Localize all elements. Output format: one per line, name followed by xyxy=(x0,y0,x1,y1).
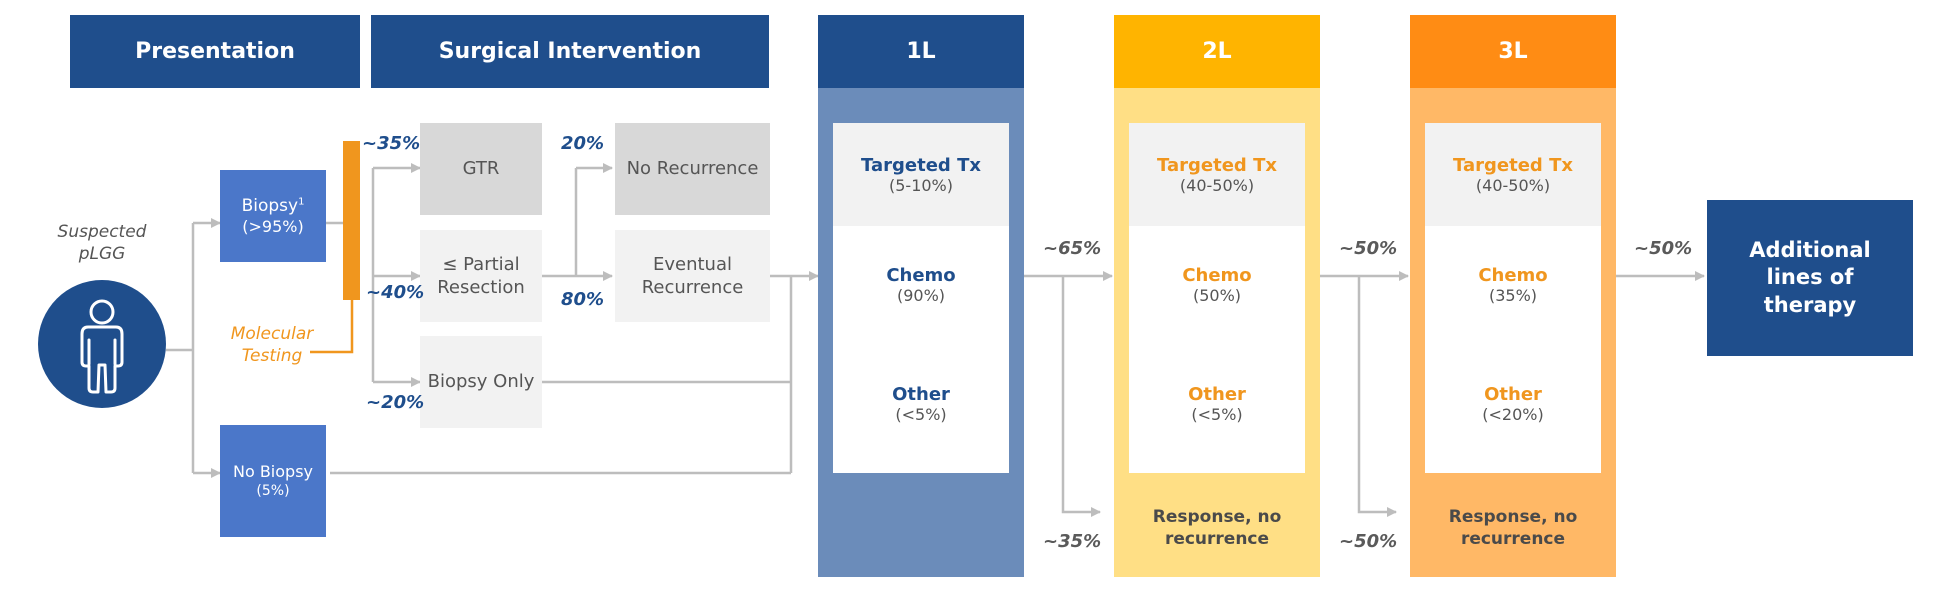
chemo-label: Chemo xyxy=(886,265,956,286)
pct-no-recurrence: 20% xyxy=(561,133,605,154)
pct-eventual-recurrence: 80% xyxy=(561,289,605,310)
other-cell: Other (<5%) xyxy=(1129,344,1305,464)
header-surgical-intervention: Surgical Intervention xyxy=(371,15,769,88)
chemo-pct: (90%) xyxy=(896,286,946,305)
no-biopsy-label: No Biopsy xyxy=(232,461,313,481)
molecular-testing-bar xyxy=(343,141,360,300)
targeted-tx-pct: (40-50%) xyxy=(1179,175,1255,195)
response-no-recurrence-2l: Response, no recurrence xyxy=(1152,506,1282,549)
other-label: Other xyxy=(892,384,950,405)
person-icon xyxy=(80,299,124,394)
therapy-card-3l: Targeted Tx (40-50%) Chemo (35%) Other (… xyxy=(1425,123,1601,473)
biopsy-label: Biopsy xyxy=(241,195,299,216)
other-label: Other xyxy=(1188,384,1246,405)
therapy-card-1l: Targeted Tx (5-10%) Chemo (90%) Other (<… xyxy=(833,123,1009,473)
suspected-plgg-label: Suspected pLGG xyxy=(57,221,147,264)
pct-partial-resection: ~40% xyxy=(366,282,425,303)
targeted-tx-cell: Targeted Tx (5-10%) xyxy=(833,123,1009,226)
targeted-tx-cell: Targeted Tx (40-50%) xyxy=(1129,123,1305,226)
header-1l: 1L xyxy=(818,15,1024,88)
eventual-recurrence-box: Eventual Recurrence xyxy=(615,230,770,322)
targeted-tx-label: Targeted Tx xyxy=(1453,154,1573,176)
other-pct: (<20%) xyxy=(1482,405,1544,424)
biopsy-pct: (>95%) xyxy=(242,216,304,236)
therapy-card-2l: Targeted Tx (40-50%) Chemo (50%) Other (… xyxy=(1129,123,1305,473)
pct-3l-to-additional: ~50% xyxy=(1634,238,1693,259)
chemo-cell: Chemo (90%) xyxy=(833,226,1009,344)
pct-gtr: ~35% xyxy=(362,133,421,154)
targeted-tx-pct: (40-50%) xyxy=(1475,175,1551,195)
partial-resection-box: ≤ Partial Resection xyxy=(420,230,542,322)
no-biopsy-box: No Biopsy (5%) xyxy=(220,425,326,537)
other-label: Other xyxy=(1484,384,1542,405)
header-presentation: Presentation xyxy=(70,15,360,88)
pct-1l-to-2l: ~65% xyxy=(1043,238,1102,259)
patient-circle xyxy=(38,280,166,408)
biopsy-footnote: 1 xyxy=(298,195,305,207)
pct-2l-to-3l: ~50% xyxy=(1339,238,1398,259)
chemo-cell: Chemo (50%) xyxy=(1129,226,1305,344)
biopsy-label-line: Biopsy1 xyxy=(242,195,305,217)
chemo-cell: Chemo (35%) xyxy=(1425,226,1601,344)
chemo-pct: (50%) xyxy=(1192,286,1242,305)
other-cell: Other (<5%) xyxy=(833,344,1009,464)
targeted-tx-label: Targeted Tx xyxy=(861,154,981,176)
chemo-label: Chemo xyxy=(1182,265,1252,286)
biopsy-only-box: Biopsy Only xyxy=(420,336,542,428)
header-3l: 3L xyxy=(1410,15,1616,88)
other-pct: (<5%) xyxy=(895,405,947,424)
targeted-tx-label: Targeted Tx xyxy=(1157,154,1277,176)
pct-1l-response: ~35% xyxy=(1043,531,1102,552)
no-biopsy-pct: (5%) xyxy=(256,483,290,500)
targeted-tx-pct: (5-10%) xyxy=(889,175,953,195)
other-pct: (<5%) xyxy=(1191,405,1243,424)
biopsy-box: Biopsy1 (>95%) xyxy=(220,170,326,262)
pct-biopsy-only: ~20% xyxy=(366,392,425,413)
pct-2l-response: ~50% xyxy=(1339,531,1398,552)
response-no-recurrence-3l: Response, no recurrence xyxy=(1448,506,1578,549)
chemo-pct: (35%) xyxy=(1488,286,1538,305)
molecular-testing-label: Molecular Testing xyxy=(230,323,314,366)
additional-lines-box: Additional lines of therapy xyxy=(1707,200,1913,356)
chemo-label: Chemo xyxy=(1478,265,1548,286)
other-cell: Other (<20%) xyxy=(1425,344,1601,464)
targeted-tx-cell: Targeted Tx (40-50%) xyxy=(1425,123,1601,226)
header-2l: 2L xyxy=(1114,15,1320,88)
no-recurrence-box: No Recurrence xyxy=(615,123,770,215)
gtr-box: GTR xyxy=(420,123,542,215)
